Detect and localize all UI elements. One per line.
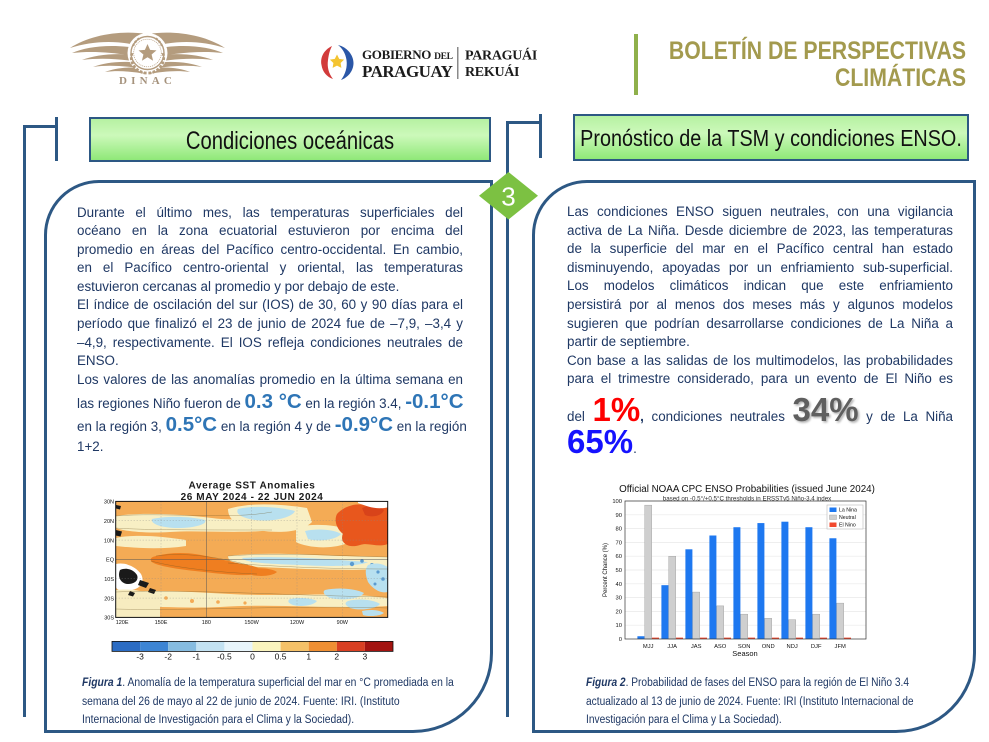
svg-text:150W: 150W <box>244 620 259 626</box>
svg-text:based on -0.5°/+0.5°C threshol: based on -0.5°/+0.5°C thresholds in ERSS… <box>663 495 832 502</box>
svg-text:GOBIERNO DEL: GOBIERNO DEL <box>362 47 453 62</box>
svg-text:80: 80 <box>616 527 622 533</box>
svg-text:JAS: JAS <box>691 644 702 650</box>
svg-text:3: 3 <box>501 182 515 212</box>
svg-text:10N: 10N <box>104 538 114 544</box>
svg-text:0.5: 0.5 <box>275 652 287 662</box>
svg-text:30N: 30N <box>104 500 114 506</box>
svg-text:EQ: EQ <box>106 558 115 564</box>
svg-text:PARAGUAY: PARAGUAY <box>362 62 453 81</box>
svg-text:Neutral: Neutral <box>839 515 856 521</box>
svg-text:0: 0 <box>250 652 255 662</box>
svg-text:0: 0 <box>619 637 622 643</box>
svg-text:Season: Season <box>732 649 757 658</box>
svg-text:2: 2 <box>334 652 339 662</box>
svg-text:3: 3 <box>363 652 368 662</box>
svg-text:10: 10 <box>616 623 622 629</box>
svg-text:30: 30 <box>616 596 622 602</box>
svg-text:180: 180 <box>202 620 211 626</box>
svg-text:90: 90 <box>616 513 622 519</box>
svg-text:70: 70 <box>616 540 622 546</box>
svg-text:DINAC: DINAC <box>119 75 176 87</box>
svg-text:20S: 20S <box>104 596 114 602</box>
svg-text:El Nino: El Nino <box>839 523 856 529</box>
svg-text:10S: 10S <box>104 577 114 583</box>
svg-text:-1: -1 <box>193 652 201 662</box>
svg-text:-2: -2 <box>164 652 172 662</box>
svg-text:20: 20 <box>616 609 622 615</box>
svg-text:DJF: DJF <box>811 644 822 650</box>
svg-text:-3: -3 <box>136 652 144 662</box>
svg-text:Official NOAA CPC ENSO Probabi: Official NOAA CPC ENSO Probabilities (is… <box>619 484 875 495</box>
svg-text:26 MAY 2024 - 22 JUN 2024: 26 MAY 2024 - 22 JUN 2024 <box>181 492 324 503</box>
svg-text:150E: 150E <box>155 620 168 626</box>
svg-text:NDJ: NDJ <box>787 644 798 650</box>
svg-text:REKUÁI: REKUÁI <box>465 63 519 80</box>
svg-text:20N: 20N <box>104 519 114 525</box>
svg-text:40: 40 <box>616 582 622 588</box>
svg-text:MJJ: MJJ <box>643 644 654 650</box>
svg-text:SON: SON <box>738 644 751 650</box>
svg-text:OND: OND <box>762 644 775 650</box>
svg-text:1: 1 <box>306 652 311 662</box>
svg-text:JFM: JFM <box>835 644 846 650</box>
svg-text:120E: 120E <box>116 620 129 626</box>
svg-text:La Nina: La Nina <box>839 508 857 514</box>
svg-text:120W: 120W <box>290 620 305 626</box>
svg-text:PARAGUÁI: PARAGUÁI <box>465 47 537 64</box>
svg-text:Average SST Anomalies: Average SST Anomalies <box>189 481 316 492</box>
svg-text:90W: 90W <box>337 620 349 626</box>
svg-text:-0.5: -0.5 <box>217 652 232 662</box>
svg-text:50: 50 <box>616 568 622 574</box>
svg-text:ASO: ASO <box>714 644 727 650</box>
svg-text:60: 60 <box>616 554 622 560</box>
svg-text:Percent Chance (%): Percent Chance (%) <box>603 543 609 597</box>
svg-text:100: 100 <box>612 499 622 505</box>
svg-text:30S: 30S <box>104 616 114 622</box>
svg-text:JJA: JJA <box>667 644 677 650</box>
